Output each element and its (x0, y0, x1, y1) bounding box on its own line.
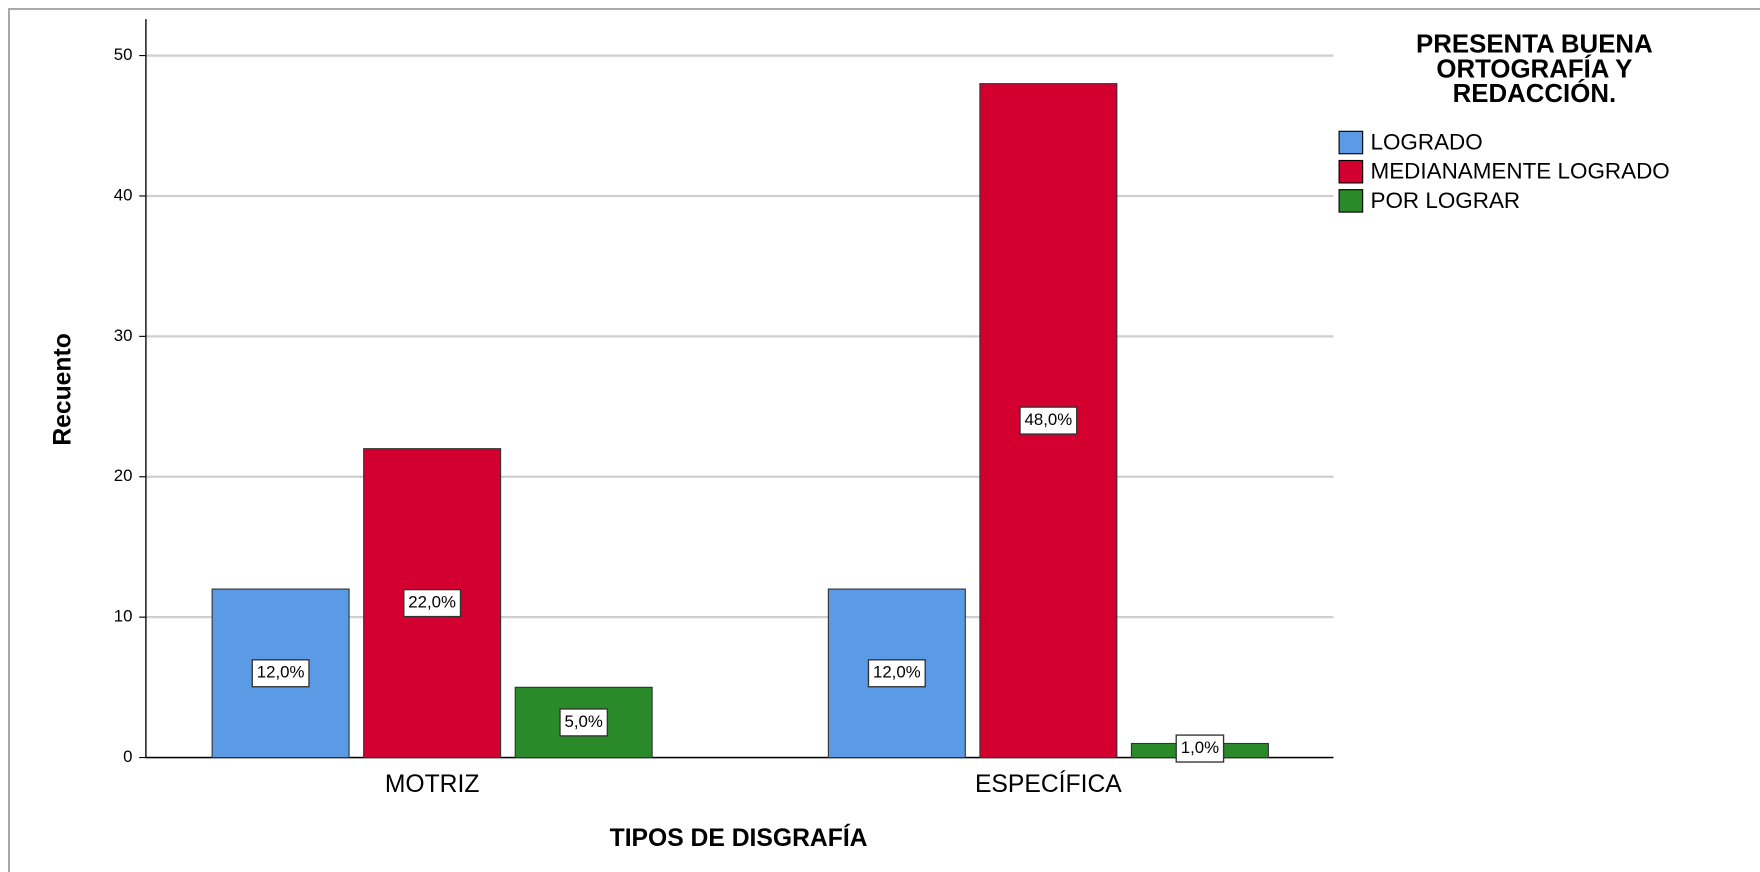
legend-swatch (1338, 159, 1364, 184)
legend-label: MEDIANAMENTE LOGRADO (1371, 159, 1670, 184)
legend-swatch (1338, 130, 1364, 155)
data-label: 12,0% (873, 663, 921, 682)
data-label: 12,0% (257, 663, 305, 682)
data-label: 48,0% (1025, 410, 1073, 429)
y-tick-label: 0 (123, 747, 132, 766)
frame (8, 8, 1760, 872)
x-axis-title: TIPOS DE DISGRAFÍA (610, 824, 868, 852)
data-label-box (1019, 406, 1078, 435)
y-tick-label: 50 (114, 45, 133, 64)
x-tick-label: ESPECÍFICA (975, 771, 1122, 798)
y-tick-label: 40 (114, 185, 133, 204)
data-label-box (251, 659, 310, 688)
legend-title-box: PRESENTA BUENA ORTOGRAFÍA Y REDACCIÓN. (1416, 31, 1653, 108)
legend-swatch (1338, 189, 1364, 213)
x-tick-label: MOTRIZ (385, 771, 480, 798)
data-label-box (559, 708, 609, 737)
data-label: 5,0% (564, 712, 602, 731)
data-label-box (867, 659, 926, 688)
legend-label: LOGRADO (1371, 130, 1483, 155)
y-axis-title: Recuento (49, 333, 76, 445)
data-label: 22,0% (408, 593, 456, 612)
data-label-box (1175, 734, 1225, 763)
legend-title: PRESENTA BUENA ORTOGRAFÍA Y REDACCIÓN. (1416, 31, 1653, 108)
legend-label: POR LOGRAR (1371, 188, 1521, 213)
y-tick-label: 20 (114, 466, 133, 485)
y-tick-label: 10 (114, 607, 133, 626)
data-label: 1,0% (1181, 738, 1219, 757)
data-label-box (403, 588, 462, 618)
y-tick-label: 30 (114, 326, 133, 345)
